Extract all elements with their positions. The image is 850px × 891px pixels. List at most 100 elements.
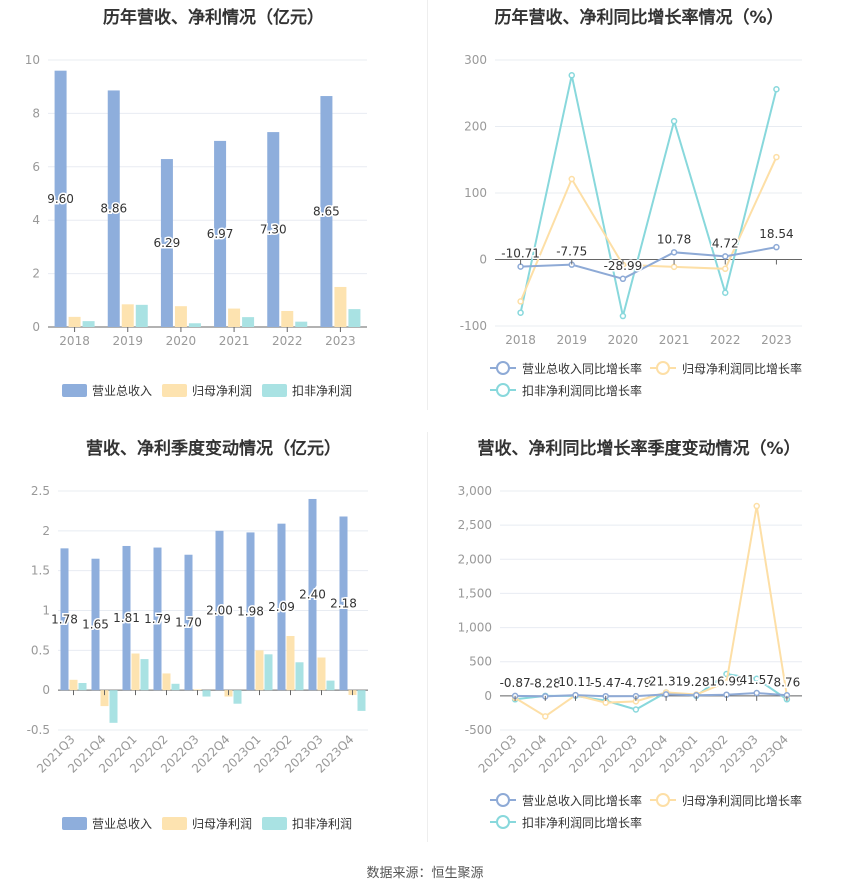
legend-swatch bbox=[262, 384, 287, 397]
x-tick-label: 2022 bbox=[710, 333, 741, 347]
data-label: 10.11 bbox=[558, 675, 592, 689]
data-label: 1.81 bbox=[113, 611, 140, 625]
bar bbox=[153, 547, 162, 691]
x-tick-label: 2021 bbox=[219, 334, 250, 348]
data-point bbox=[722, 253, 729, 260]
data-label: -8.28 bbox=[530, 676, 561, 690]
bar bbox=[233, 690, 242, 704]
annual-growth-chart-panel: 历年营收、净利同比增长率情况（%） -100 0 100 200 300 -10.71 -7… bbox=[428, 0, 850, 420]
bar bbox=[246, 532, 255, 691]
data-label: -4.79 bbox=[620, 676, 651, 690]
bar bbox=[214, 140, 227, 327]
y-tick-label: 6 bbox=[32, 160, 40, 174]
legend-item[interactable]: 营业总收入同比增长率 bbox=[490, 361, 642, 376]
data-label: 1.70 bbox=[175, 615, 202, 629]
y-tick-label: 2 bbox=[42, 524, 50, 538]
data-label: 18.54 bbox=[759, 227, 793, 241]
data-label: -7.75 bbox=[556, 245, 587, 259]
data-label: 8.86 bbox=[100, 202, 127, 216]
bar bbox=[281, 310, 294, 327]
x-tick-label: 2020 bbox=[608, 333, 639, 347]
legend-item[interactable]: 扣非净利润同比增长率 bbox=[490, 815, 642, 830]
bar bbox=[107, 90, 120, 327]
series-line bbox=[519, 156, 778, 302]
y-tick-label: -500 bbox=[465, 723, 492, 737]
data-point bbox=[723, 678, 730, 686]
bar bbox=[109, 690, 118, 723]
chart-title: 历年营收、净利同比增长率情况（%） bbox=[494, 8, 784, 28]
data-label: 41.57 bbox=[740, 673, 774, 687]
legend-item[interactable]: 归母净利润同比增长率 bbox=[650, 793, 802, 808]
legend-item[interactable]: 归母净利润 bbox=[162, 384, 252, 398]
data-label: 9.28 bbox=[683, 675, 710, 689]
quarterly-growth-chart-panel: 营收、净利同比增长率季度变动情况（%） -500 0 500 1,000 1,500 2,… bbox=[428, 425, 850, 855]
bar bbox=[68, 316, 81, 327]
legend-item[interactable]: 营业总收入 bbox=[62, 817, 152, 831]
data-label: 2.09 bbox=[268, 600, 295, 614]
bar bbox=[184, 554, 193, 691]
data-point bbox=[619, 275, 627, 283]
bar bbox=[188, 323, 201, 327]
bar bbox=[82, 321, 95, 327]
y-tick-label: 0 bbox=[32, 320, 40, 334]
bar bbox=[264, 654, 273, 691]
legend-swatch bbox=[162, 817, 187, 830]
legend-item[interactable]: 扣非净利润 bbox=[262, 384, 352, 398]
legend-item[interactable]: 扣非净利润同比增长率 bbox=[490, 383, 642, 398]
y-tick-label: 10 bbox=[25, 53, 40, 67]
legend-item[interactable]: 扣非净利润 bbox=[262, 817, 352, 831]
y-tick-label: -0.5 bbox=[27, 723, 50, 737]
bar bbox=[228, 308, 241, 327]
bar bbox=[286, 635, 295, 691]
bar bbox=[317, 657, 326, 691]
data-label: 2.40 bbox=[299, 588, 326, 602]
quarterly-growth-line-chart: -500 0 500 1,000 1,500 2,000 2,500 3,000 -0.87 -8… bbox=[458, 484, 802, 830]
legend-item[interactable]: 营业总收入 bbox=[62, 384, 152, 398]
data-point bbox=[517, 298, 524, 305]
legend-label: 归母净利润同比增长率 bbox=[682, 361, 802, 376]
bar bbox=[348, 309, 361, 327]
y-tick-label: -100 bbox=[460, 319, 487, 333]
data-label: -28.99 bbox=[604, 259, 643, 273]
legend-label: 营业总收入 bbox=[92, 817, 152, 831]
legend-item[interactable]: 归母净利润同比增长率 bbox=[650, 361, 802, 376]
legend-swatch bbox=[262, 817, 287, 830]
data-label: 4.72 bbox=[712, 236, 739, 250]
series-line bbox=[515, 692, 787, 698]
legend-marker bbox=[496, 815, 510, 829]
legend-item[interactable]: 营业总收入同比增长率 bbox=[490, 793, 642, 808]
x-tick-label: 2019 bbox=[112, 334, 143, 348]
bar bbox=[78, 682, 87, 691]
data-label: 16.99 bbox=[709, 675, 743, 689]
data-point bbox=[670, 263, 678, 271]
y-tick-label: 1 bbox=[42, 604, 50, 618]
y-tick-label: 1,500 bbox=[458, 586, 492, 600]
legend-label: 扣非净利润 bbox=[292, 817, 352, 831]
bar bbox=[357, 690, 366, 711]
quarterly-revenue-bar-chart: -0.5 0 0.5 1 1.5 2 2.5 1.78 1.65 1.81 1.79 1.70 2.00… bbox=[27, 484, 368, 831]
legend-label: 营业总收入同比增长率 bbox=[522, 793, 642, 808]
data-point bbox=[722, 265, 729, 273]
data-source: 数据来源：恒生聚源 bbox=[366, 866, 484, 881]
annual-growth-line-chart: -100 0 100 200 300 -10.71 -7.75 -28.99 10.78 4.72… bbox=[460, 53, 802, 398]
bar bbox=[171, 683, 180, 691]
legend-label: 归母净利润同比增长率 bbox=[682, 793, 802, 808]
x-tick-label: 2018 bbox=[505, 333, 536, 347]
data-point bbox=[773, 153, 780, 161]
legend-swatch bbox=[62, 384, 87, 397]
legend-item[interactable]: 归母净利润 bbox=[162, 817, 252, 831]
data-label: 21.31 bbox=[649, 674, 683, 688]
data-point bbox=[517, 309, 524, 316]
y-tick-label: 0 bbox=[479, 253, 487, 267]
legend-marker bbox=[496, 361, 510, 375]
x-tick-label: 2019 bbox=[556, 333, 587, 347]
series-line bbox=[520, 246, 777, 280]
bar bbox=[100, 690, 109, 707]
x-tick-label: 2023 bbox=[761, 333, 792, 347]
bar bbox=[60, 548, 69, 691]
data-point bbox=[632, 706, 640, 713]
legend-label: 扣非净利润同比增长率 bbox=[522, 383, 642, 398]
bar bbox=[242, 317, 255, 327]
data-label: 2.00 bbox=[206, 604, 233, 618]
y-tick-label: 0 bbox=[484, 689, 492, 703]
